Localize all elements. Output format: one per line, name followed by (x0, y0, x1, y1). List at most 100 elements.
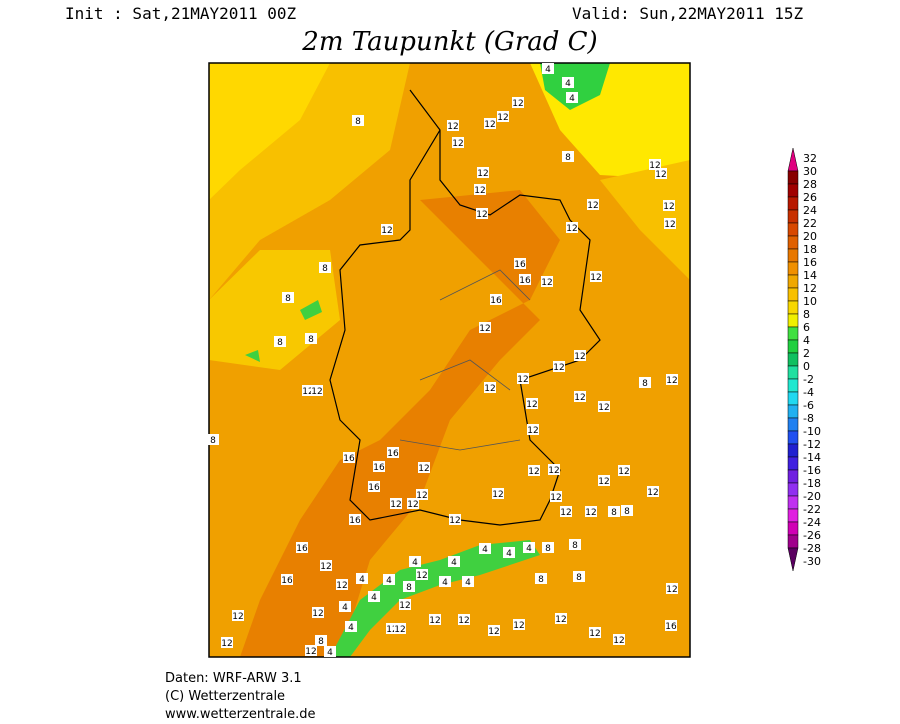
contour-label-box (566, 92, 578, 103)
contour-label-box (569, 539, 581, 550)
contour-label-box (484, 118, 496, 129)
contour-label: 12 (492, 490, 503, 500)
contour-label: 8 (277, 338, 283, 348)
contour-label: 12 (390, 500, 401, 510)
contour-label: 4 (565, 79, 571, 89)
contour-label: 4 (348, 623, 354, 633)
legend-swatch (787, 365, 799, 380)
contour-label-box (356, 573, 368, 584)
contour-label-box (574, 350, 586, 361)
contour-label: 12 (618, 467, 629, 477)
contour-label: 4 (526, 544, 532, 554)
legend-swatch (787, 534, 799, 549)
legend-label: -12 (803, 438, 821, 451)
contour-label-box (399, 599, 411, 610)
contour-label: 12 (574, 393, 585, 403)
contour-label: 4 (442, 578, 448, 588)
contour-label-box (663, 200, 675, 211)
contour-label-box (665, 620, 677, 631)
contour-label-box (274, 336, 286, 347)
contour-label: 12 (664, 220, 675, 230)
contour-label-box (589, 627, 601, 638)
legend-label: 4 (803, 334, 810, 347)
legend-swatch (787, 248, 799, 263)
legend-label: 2 (803, 347, 810, 360)
contour-label: 8 (624, 507, 630, 517)
contour-label-box (448, 556, 460, 567)
legend-label: 28 (803, 178, 817, 191)
contour-label-box (490, 294, 502, 305)
contour-label-box (621, 505, 633, 516)
contour-label: 12 (526, 400, 537, 410)
contour-label: 16 (296, 544, 308, 554)
contour-label-box (618, 465, 630, 476)
legend-swatch (787, 147, 799, 172)
contour-label-box (409, 556, 421, 567)
contour-label-box (555, 613, 567, 624)
legend-swatch (787, 443, 799, 458)
contour-label-box (296, 542, 308, 553)
contour-label-box (462, 576, 474, 587)
contour-label: 12 (302, 387, 313, 397)
contour-label-box (479, 543, 491, 554)
contour-label: 12 (407, 500, 418, 510)
contour-label-box (488, 625, 500, 636)
contour-label-box (474, 184, 486, 195)
contour-label-box (526, 398, 538, 409)
contour-label-box (390, 498, 402, 509)
legend-swatch (787, 261, 799, 276)
contour-label: 12 (550, 493, 561, 503)
contour-label: 4 (327, 648, 333, 658)
map-frame (208, 62, 691, 658)
contour-label: 12 (336, 581, 347, 591)
legend-label: 10 (803, 295, 817, 308)
contour-label: 12 (488, 627, 499, 637)
contour-label-box (381, 224, 393, 235)
contour-label-box (477, 167, 489, 178)
region (330, 540, 540, 657)
contour-label: 4 (342, 603, 348, 613)
contour-label: 8 (565, 153, 571, 163)
legend-swatch (787, 196, 799, 211)
legend-label: -24 (803, 516, 821, 529)
contour-label: 12 (666, 585, 677, 595)
contour-label: 8 (210, 436, 216, 446)
contour-label: 8 (285, 294, 291, 304)
contour-label-box (311, 385, 323, 396)
contour-label: 12 (555, 615, 566, 625)
contour-label-box (587, 199, 599, 210)
footer-line: Daten: WRF-ARW 3.1 (165, 671, 302, 686)
legend-swatch (787, 183, 799, 198)
contour-label: 12 (416, 491, 427, 501)
legend-label: -28 (803, 542, 821, 555)
contour-label-box (403, 581, 415, 592)
contour-label-box (566, 222, 578, 233)
contour-label: 12 (386, 625, 397, 635)
legend-label: -2 (803, 373, 814, 386)
contour-label-box (232, 610, 244, 621)
contour-label: 12 (458, 616, 469, 626)
legend-swatch (787, 456, 799, 471)
contour-label: 8 (308, 335, 314, 345)
contour-label-box (373, 461, 385, 472)
contour-label-box (560, 506, 572, 517)
contour-label: 12 (574, 352, 585, 362)
contour-label-box (305, 333, 317, 344)
region (245, 300, 322, 362)
contour-label-box (639, 377, 651, 388)
contour-label: 8 (318, 637, 324, 647)
contour-label: 12 (647, 488, 658, 498)
contour-label: 8 (642, 379, 648, 389)
contour-label: 12 (590, 273, 601, 283)
contour-label: 16 (519, 276, 531, 286)
contour-label-box (352, 115, 364, 126)
legend-label: -8 (803, 412, 814, 425)
legend-swatch (787, 170, 799, 185)
contour-label: 4 (506, 549, 512, 559)
contour-label-box (368, 591, 380, 602)
contour-label: 8 (355, 117, 361, 127)
legend-label: -16 (803, 464, 821, 477)
legend-label: 12 (803, 282, 817, 295)
contour-label: 12 (452, 139, 463, 149)
map-area (209, 63, 690, 657)
